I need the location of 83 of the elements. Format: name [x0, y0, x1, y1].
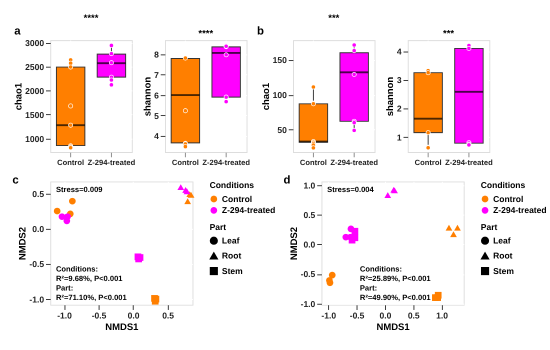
legend-label: Z-294-treated [493, 205, 547, 216]
y-tick-label: 1.0 [303, 180, 316, 190]
y-tick-label: 4 [396, 46, 402, 57]
annotation: Part: [360, 284, 378, 293]
y-tick-label: 3000 [25, 38, 44, 48]
legend-label: Stem [222, 266, 244, 276]
y-tick-label: 1000 [25, 134, 44, 144]
legend-label: Control [493, 194, 524, 204]
y-axis-title: NMDS2 [288, 226, 300, 260]
text: c [12, 174, 19, 186]
annotation: R²=71.10%, P<0.001 [56, 292, 127, 302]
x-tick-label: Control [172, 158, 199, 167]
y-axis-title: shannon [142, 76, 154, 116]
y-tick-label: 3 [396, 75, 402, 86]
chart-title: *** [443, 28, 454, 40]
x-tick-label: -1.0 [321, 310, 336, 320]
y-tick-label: 1 [396, 132, 402, 142]
y-tick-label: 150 [272, 55, 288, 66]
y-axis-title: NMDS2 [18, 226, 29, 260]
legend-label: Root [222, 250, 242, 261]
y-axis-title: shannon [385, 76, 396, 116]
x-tick-label: 0.5 [162, 310, 174, 320]
y-tick-label: -1.0 [29, 294, 44, 304]
annotation: R²=9.68%, P<0.001 [56, 274, 123, 284]
text: Part [210, 222, 226, 232]
y-tick-label: 0.0 [303, 240, 316, 250]
y-tick-label: 2000 [25, 86, 44, 96]
annotation: Stress=0.009 [56, 184, 103, 194]
x-tick-label: 1.0 [436, 310, 448, 320]
text: a [14, 25, 22, 38]
y-tick-label: 4 [154, 131, 160, 142]
legend-label: Stem [493, 266, 514, 276]
x-tick-label: 0.0 [379, 310, 392, 320]
y-tick-label: 100 [272, 90, 288, 100]
y-tick-label: 0.5 [303, 210, 316, 220]
x-axis-title: NMDS1 [105, 322, 138, 333]
annotation: Part: [56, 284, 74, 293]
x-tick-label: -0.5 [350, 310, 365, 320]
y-tick-label: -1.0 [300, 298, 316, 309]
annotation: Stress=0.004 [327, 184, 374, 194]
x-tick-label: Control [414, 158, 442, 167]
y-tick-label: 5 [154, 110, 160, 121]
chart-title: *** [328, 13, 340, 24]
text: Part [480, 222, 498, 232]
x-tick-label: Control [300, 158, 327, 167]
annotation: R²=49.90%, P<0.001 [360, 292, 431, 302]
y-tick-label: 0.5 [32, 188, 44, 199]
annotation: R²=25.89%, P<0.001 [360, 274, 431, 284]
legend-label: Leaf [222, 236, 240, 246]
y-tick-label: 1500 [25, 110, 44, 120]
text: b [256, 25, 264, 38]
y-axis-title: chao1 [13, 82, 24, 110]
x-axis-title: NMDS1 [376, 322, 410, 333]
x-tick-label: Z-294-treated [88, 158, 136, 167]
x-tick-label: Z-294-treated [202, 158, 250, 167]
text: Conditions [210, 180, 254, 190]
legend-label: Leaf [493, 236, 511, 246]
x-tick-label: Z-294-treated [445, 158, 494, 167]
y-tick-label: 50 [277, 125, 288, 135]
x-tick-label: Z-294-treated [330, 158, 378, 167]
y-tick-label: 7 [154, 70, 160, 80]
annotation: Conditions: [360, 264, 402, 274]
y-tick-label: 6 [154, 90, 160, 100]
x-tick-label: Control [57, 158, 84, 167]
text: d [284, 174, 291, 186]
x-tick-label: 0.5 [408, 310, 420, 320]
y-tick-label: 2500 [25, 62, 44, 72]
text: Conditions [480, 180, 526, 190]
y-tick-label: 2 [396, 104, 402, 114]
y-axis-title: chao1 [260, 82, 272, 110]
x-tick-label: -1.0 [57, 310, 72, 320]
annotation: Conditions: [56, 264, 98, 274]
chart-title: **** [84, 13, 99, 24]
y-tick-label: 8 [154, 50, 160, 60]
x-tick-label: 0.0 [128, 310, 140, 320]
y-tick-label: -0.5 [29, 259, 44, 270]
legend-label: Control [222, 194, 252, 204]
chart-title: **** [198, 28, 214, 40]
y-tick-label: 0.0 [32, 224, 44, 234]
legend-label: Root [493, 250, 513, 261]
legend-label: Z-294-treated [222, 205, 276, 216]
x-tick-label: -0.5 [92, 310, 107, 320]
y-tick-label: -0.5 [300, 269, 316, 280]
